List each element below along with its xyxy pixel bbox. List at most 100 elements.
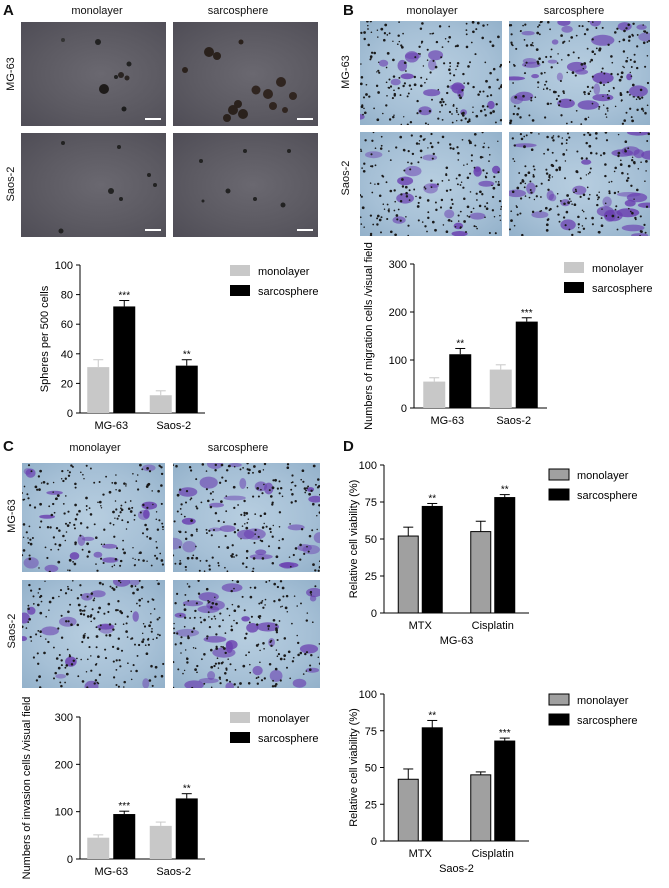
y-tick-label: 200 [389, 307, 407, 319]
bar-sarcosphere-Cisplatin [494, 740, 516, 842]
legend-swatch-sarcosphere [564, 282, 584, 293]
bar-sarcosphere-Saos-2 [175, 365, 198, 413]
panel-c-image-mg63-monolayer [22, 463, 165, 572]
panel-a-image-mg63-sarcosphere [173, 22, 318, 126]
scale-bar [297, 229, 313, 231]
y-tick-label: 0 [67, 408, 73, 420]
y-tick-label: 60 [61, 319, 73, 331]
chart-d-mg63-viability: 0 25 50 75 100 Relative cell viability (%) ** M… [348, 460, 638, 647]
x-axis-label: Saos-2 [439, 863, 474, 875]
panel-c-row-label-mg63: MG-63 [6, 499, 18, 533]
panel-c-col-label-monolayer: monolayer [69, 442, 121, 454]
y-tick-label: 0 [401, 403, 407, 415]
chart-c-invasion: 0 100 200 300 Numbers of invasion cells /vis… [21, 697, 319, 880]
x-tick-label: MG-63 [94, 866, 128, 878]
y-tick-label: 25 [365, 799, 377, 811]
significance-marker: ** [183, 784, 191, 795]
panel-d-letter: D [343, 438, 354, 455]
y-axis-label: Relative cell viability (%) [348, 708, 360, 827]
significance-marker: ** [501, 485, 509, 496]
bar-sarcosphere-MG-63 [449, 354, 472, 408]
y-axis-label: Numbers of invasion cells /visual field [21, 697, 33, 880]
x-tick-label: Saos-2 [156, 866, 191, 878]
stained-cells-graphic [360, 21, 502, 125]
y-tick-label: 75 [365, 497, 377, 509]
panel-a-col-label-sarcosphere: sarcosphere [207, 5, 269, 17]
bar-monolayer-Saos-2 [149, 825, 172, 859]
y-tick-label: 200 [55, 759, 73, 771]
panel-c-image-saos2-monolayer [22, 580, 165, 688]
y-tick-label: 50 [365, 534, 377, 546]
y-tick-label: 300 [55, 712, 73, 724]
x-tick-label: MG-63 [430, 415, 464, 427]
panel-b-image-saos2-sarcosphere [509, 132, 650, 236]
legend-swatch-sarcosphere [230, 732, 250, 743]
chart-a-spheres: 0 20 40 60 80 100 Spheres per 500 cells *** MG-6… [39, 260, 319, 432]
x-tick-label: Cisplatin [472, 620, 514, 632]
legend-label-sarcosphere: sarcosphere [592, 283, 653, 295]
y-tick-label: 100 [389, 355, 407, 367]
significance-marker: *** [118, 291, 130, 302]
panel-a-col-label-monolayer: monolayer [71, 5, 123, 17]
x-tick-label: Saos-2 [496, 415, 531, 427]
legend-label-sarcosphere: sarcosphere [577, 490, 638, 502]
bar-monolayer-MG-63 [87, 367, 110, 413]
legend-swatch-monolayer [230, 265, 250, 276]
panel-c-letter: C [3, 438, 14, 455]
y-axis-label: Spheres per 500 cells [39, 285, 51, 392]
sphere-cluster-graphic [58, 141, 157, 234]
bar-monolayer-Cisplatin [470, 774, 492, 842]
legend-label-monolayer: monolayer [577, 470, 629, 482]
y-tick-label: 100 [55, 260, 73, 272]
bar-monolayer-MTX [397, 778, 419, 842]
y-tick-label: 0 [371, 836, 377, 848]
bar-monolayer-Saos-2 [489, 369, 512, 408]
y-tick-label: 80 [61, 290, 73, 302]
x-tick-label: Saos-2 [156, 420, 191, 432]
bar-monolayer-MG-63 [87, 837, 110, 859]
legend-swatch-monolayer [564, 262, 584, 273]
chart-b-migration: 0 100 200 300 Numbers of migration cells /vi… [363, 242, 653, 430]
panel-a-image-saos2-sarcosphere [173, 133, 318, 237]
legend-swatch-sarcosphere [548, 713, 570, 726]
legend-label-sarcosphere: sarcosphere [258, 286, 319, 298]
panel-c-col-label-sarcosphere: sarcosphere [207, 442, 269, 454]
panel-c-image-saos2-sarcosphere [173, 580, 320, 688]
sphere-cluster-graphic [182, 39, 297, 122]
y-tick-label: 0 [67, 854, 73, 866]
bar-monolayer-MTX [397, 535, 419, 614]
x-tick-label: MG-63 [94, 420, 128, 432]
bar-sarcosphere-MTX [421, 505, 443, 614]
legend-label-monolayer: monolayer [577, 695, 629, 707]
stained-cells-graphic [22, 463, 165, 572]
scale-bar [145, 118, 161, 120]
panel-b-col-label-sarcosphere: sarcosphere [543, 5, 605, 17]
panel-a-row-label-saos2: Saos-2 [5, 166, 17, 202]
significance-marker: *** [118, 801, 130, 812]
panel-b-col-label-monolayer: monolayer [406, 5, 458, 17]
y-tick-label: 75 [365, 726, 377, 738]
chart-d-saos2-viability: 0 25 50 75 100 Relative cell viability (%) ** M… [348, 689, 638, 875]
stained-cells-graphic [22, 580, 165, 688]
y-tick-label: 20 [61, 378, 73, 390]
bar-monolayer-Cisplatin [470, 531, 492, 614]
bar-sarcosphere-Cisplatin [494, 497, 516, 614]
panel-b-letter: B [343, 2, 354, 19]
bar-sarcosphere-Saos-2 [515, 321, 538, 408]
sphere-cluster-graphic [61, 38, 132, 112]
panel-b-image-saos2-monolayer [360, 132, 502, 236]
legend-label-monolayer: monolayer [258, 266, 310, 278]
significance-marker: ** [456, 338, 464, 349]
sphere-cluster-graphic [199, 149, 291, 208]
panel-b-row-label-saos2: Saos-2 [340, 160, 352, 196]
panel-a-row-label-mg63: MG-63 [5, 57, 17, 91]
legend-swatch-monolayer [548, 693, 570, 706]
scale-bar [297, 118, 313, 120]
bar-sarcosphere-Saos-2 [175, 798, 198, 859]
x-tick-label: Cisplatin [472, 848, 514, 860]
significance-marker: ** [183, 350, 191, 361]
legend-swatch-monolayer [548, 468, 570, 481]
stained-cells-graphic [173, 580, 320, 688]
significance-marker: *** [499, 728, 511, 739]
y-tick-label: 100 [359, 460, 377, 472]
